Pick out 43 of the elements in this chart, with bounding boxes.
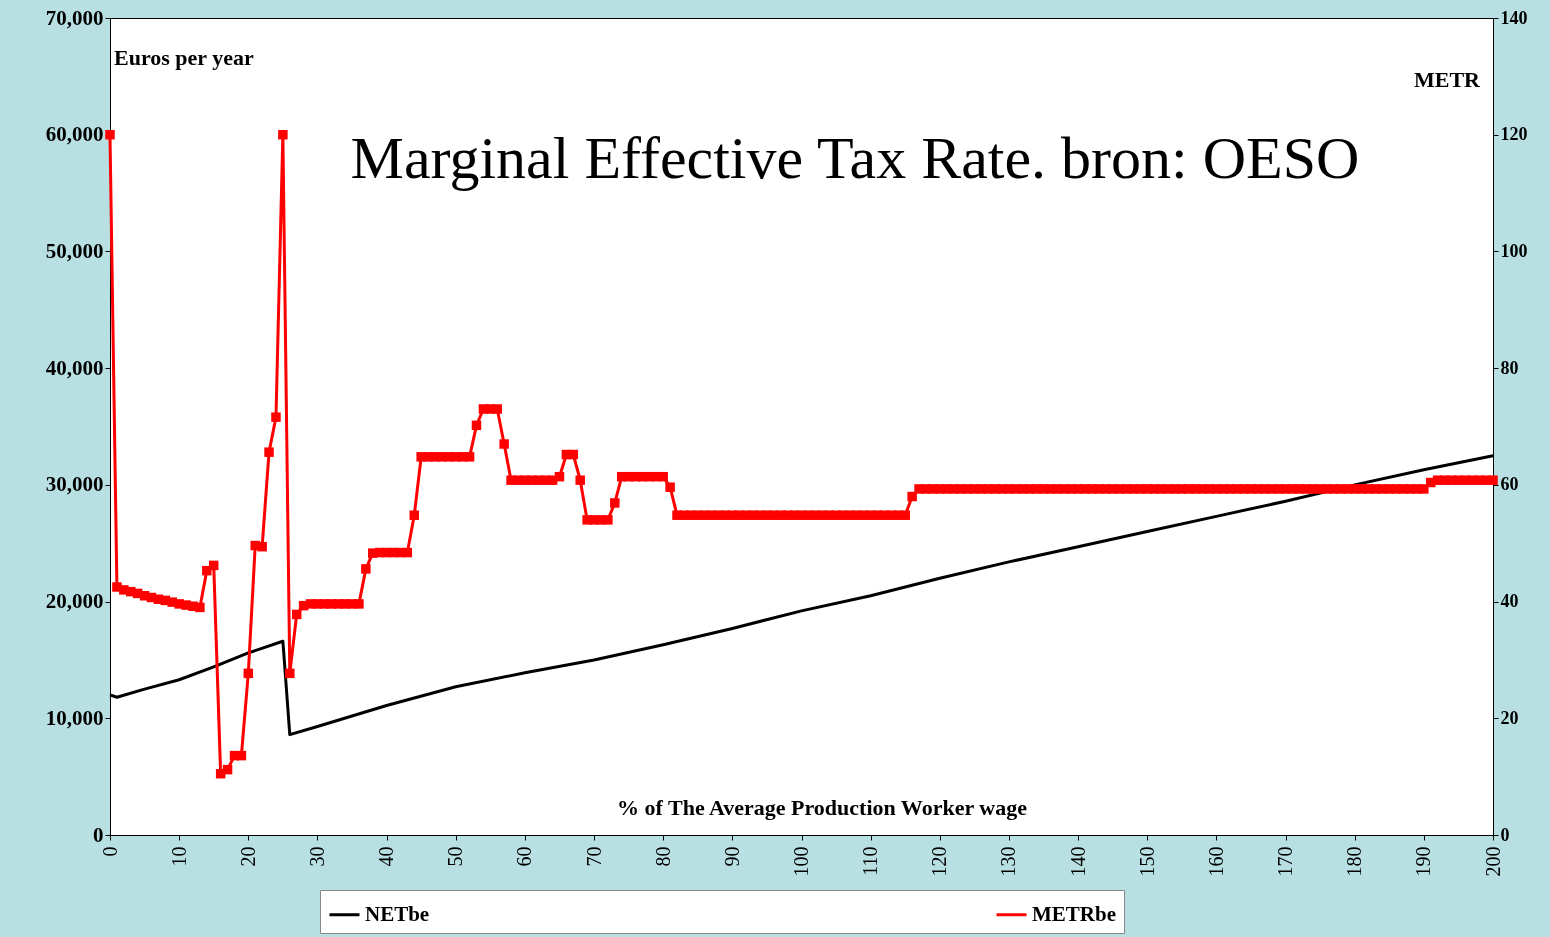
- x-tick-label: 100: [790, 846, 812, 877]
- x-tick-label: 160: [1204, 846, 1227, 877]
- y-tick-label: 20,000: [45, 589, 104, 614]
- x-tick-label: 50: [444, 846, 467, 867]
- x-tick-label: 80: [651, 846, 674, 867]
- text: Marginal Effective Tax Rate. bron: OESO: [350, 125, 1360, 191]
- x-tick-label: 0: [98, 846, 121, 857]
- y-axis-title: Euros per year: [114, 45, 254, 70]
- y-tick-label: 0: [93, 822, 104, 847]
- y-tick-label: 70,000: [45, 5, 104, 30]
- y2-tick-label: 0: [1500, 824, 1510, 845]
- x-tick-label: 200: [1481, 846, 1504, 877]
- x-axis-title: % of The Average Production Worker wage: [617, 795, 1028, 820]
- x-tick-label: 70: [582, 846, 605, 867]
- y2-tick-label: 80: [1500, 357, 1519, 378]
- x-tick-label: 120: [928, 846, 951, 877]
- x-tick-label: 20: [236, 846, 259, 867]
- x-tick-label: 130: [997, 846, 1020, 877]
- x-tick-label: 90: [720, 846, 743, 867]
- y2-tick-label: 40: [1500, 591, 1519, 612]
- y-tick-label: 60,000: [45, 122, 104, 147]
- x-tick-label: 170: [1274, 846, 1297, 877]
- y2-tick-label: 100: [1500, 240, 1528, 261]
- x-tick-label: 150: [1135, 846, 1158, 877]
- x-tick-label: 190: [1412, 846, 1435, 877]
- y2-tick-label: 120: [1500, 124, 1528, 145]
- y-tick-label: 10,000: [45, 705, 104, 730]
- x-tick-label: 180: [1343, 846, 1366, 877]
- y-tick-label: 30,000: [45, 472, 104, 497]
- y2-tick-label: 60: [1500, 474, 1519, 495]
- y2-axis-title: METR: [1414, 67, 1482, 92]
- x-tick-label: 10: [167, 846, 190, 867]
- y-tick-label: 40,000: [45, 355, 104, 380]
- x-tick-label: 40: [375, 846, 398, 867]
- y2-tick-label: 140: [1500, 7, 1528, 28]
- legend-label: METRbe: [1032, 901, 1116, 926]
- x-tick-label: 140: [1066, 846, 1089, 877]
- x-tick-label: 60: [513, 846, 536, 867]
- y-tick-label: 50,000: [45, 238, 104, 263]
- legend-label: NETbe: [365, 901, 430, 926]
- x-tick-label: 30: [305, 846, 328, 867]
- x-tick-label: 110: [859, 846, 882, 876]
- y2-tick-label: 20: [1500, 707, 1519, 728]
